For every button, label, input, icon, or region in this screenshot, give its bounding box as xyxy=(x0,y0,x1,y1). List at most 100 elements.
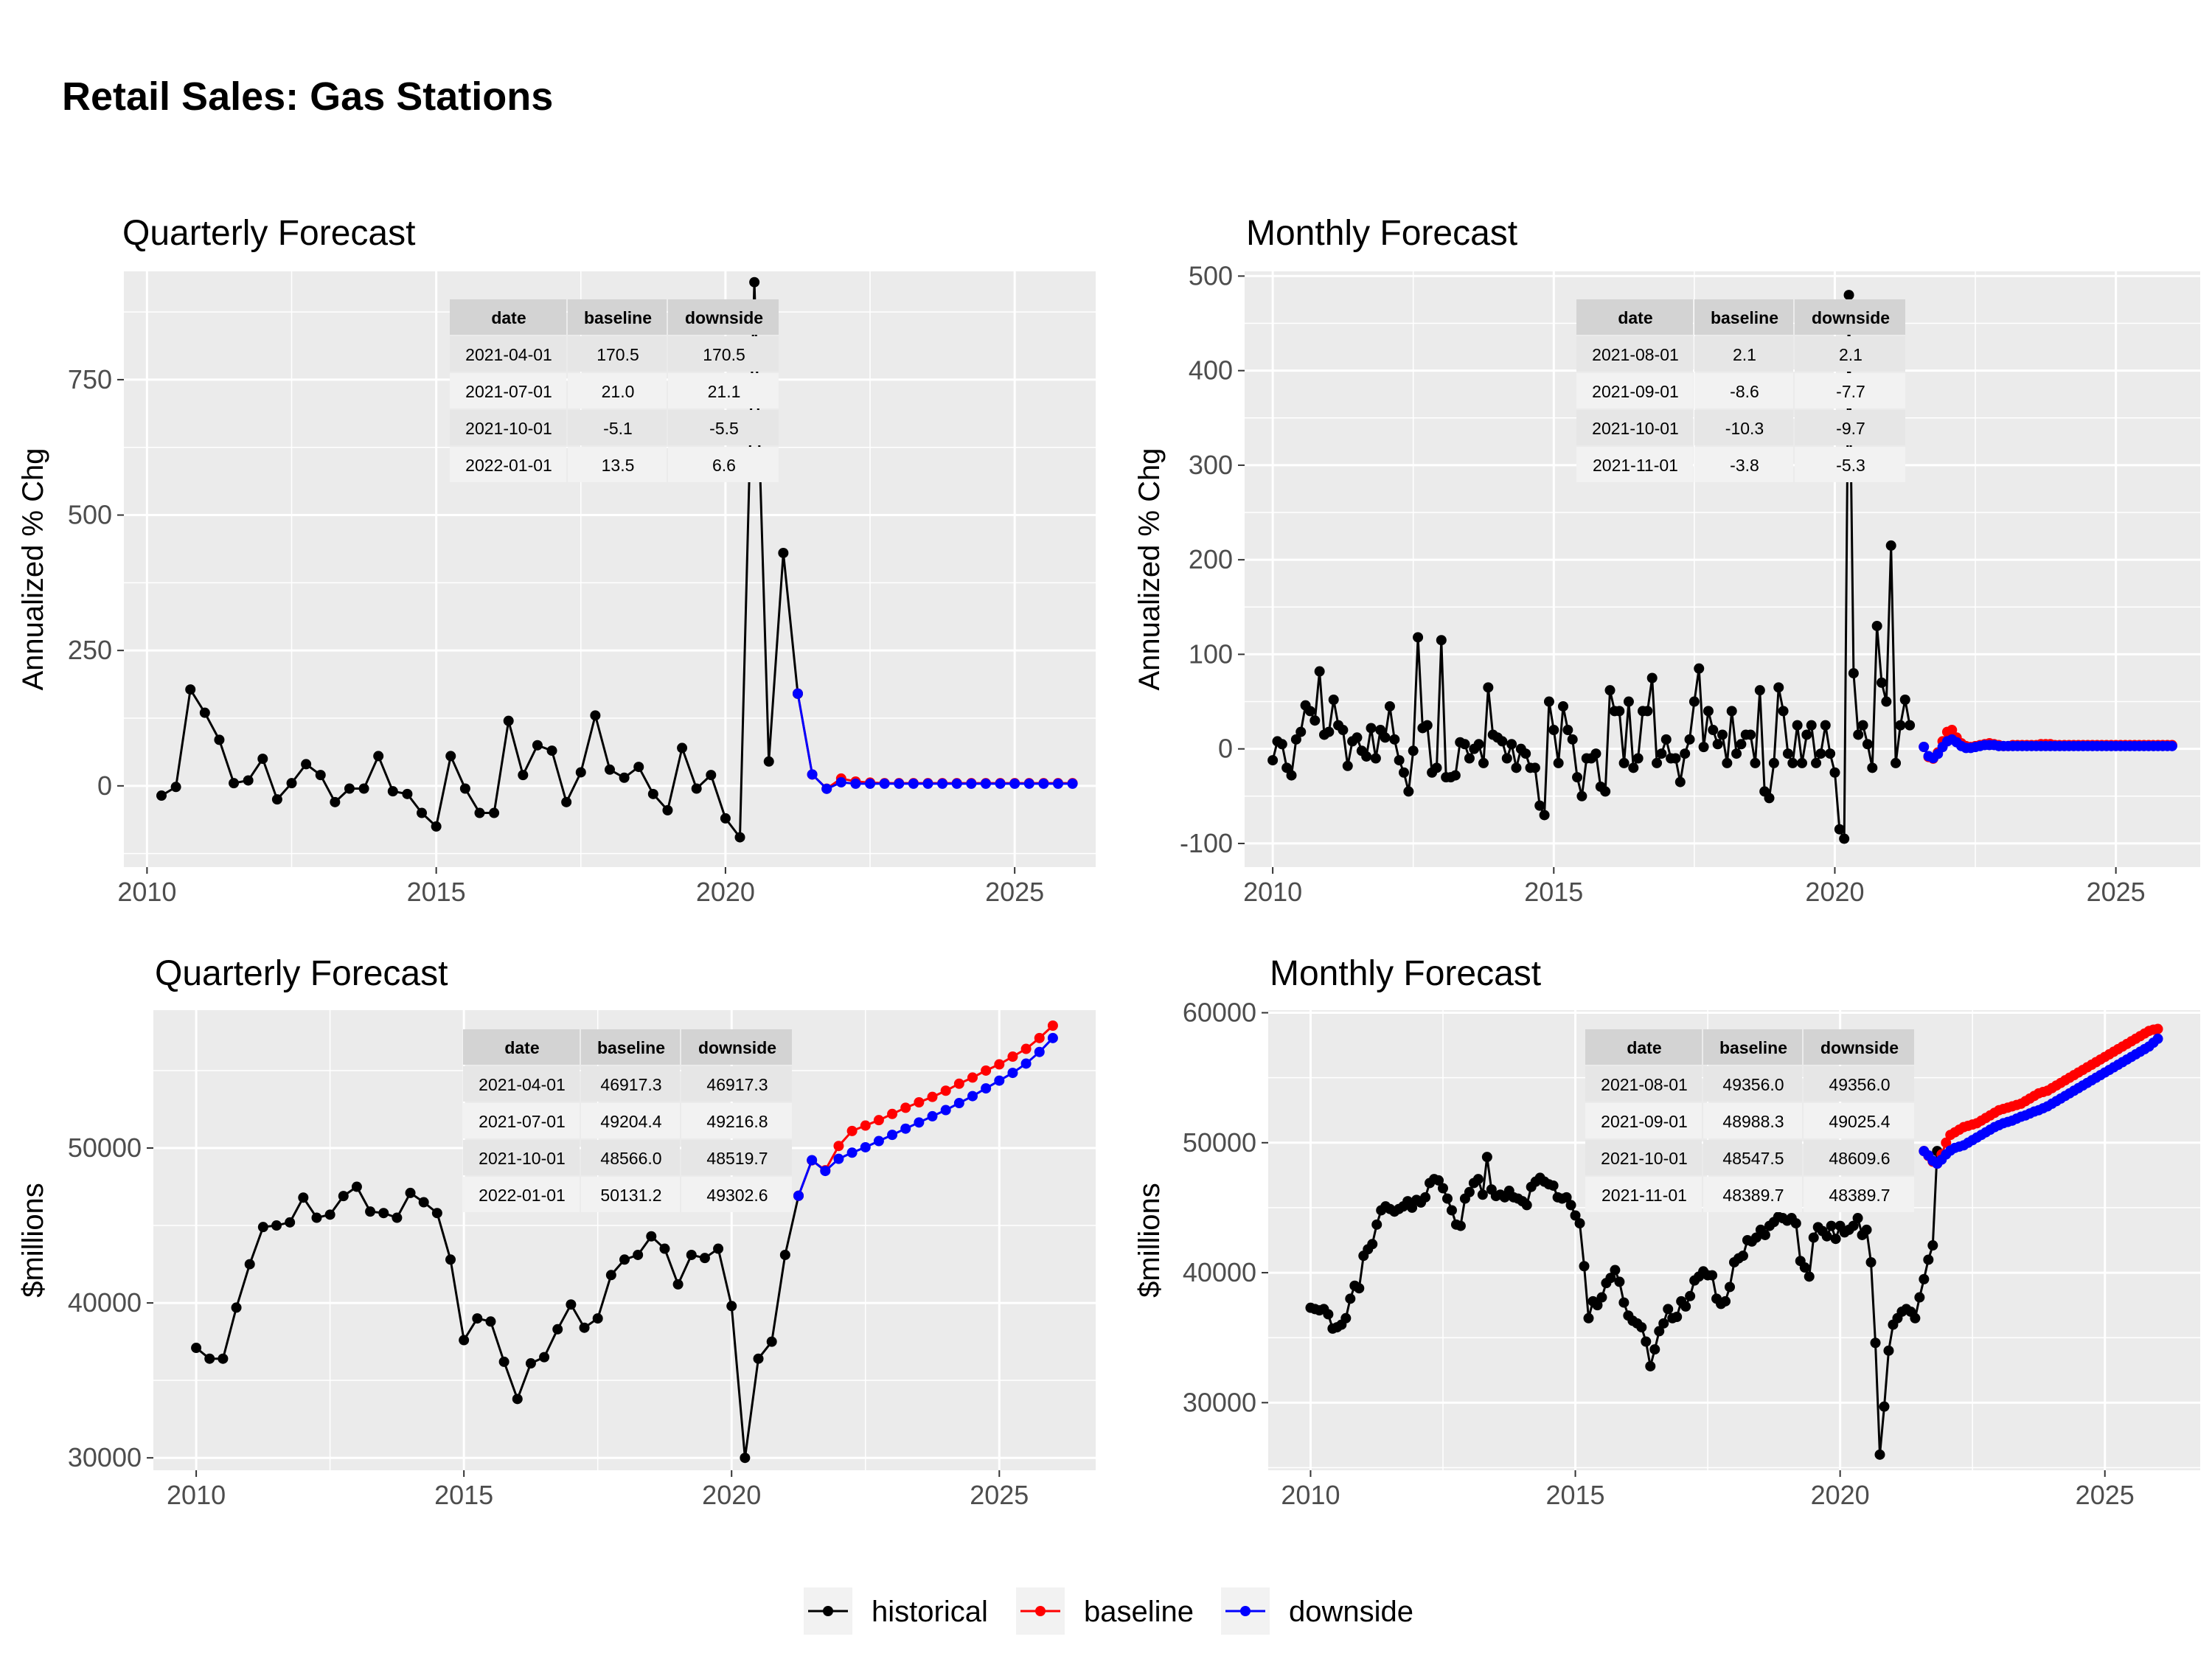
series-point-historical xyxy=(1420,1192,1431,1203)
series-point-historical xyxy=(231,1302,242,1313)
series-point-historical xyxy=(1286,770,1297,781)
series-point-historical xyxy=(1658,1318,1669,1329)
table-header-text: baseline xyxy=(597,1038,665,1057)
series-point-historical xyxy=(1361,751,1372,762)
series-point-historical xyxy=(1455,1220,1466,1231)
series-point-historical xyxy=(1811,757,1822,768)
series-point-historical xyxy=(1927,1240,1938,1251)
series-point-historical xyxy=(1694,663,1705,674)
table-header-text: date xyxy=(1618,308,1652,327)
table-cell xyxy=(1703,1140,1802,1175)
table-cell xyxy=(668,336,779,372)
series-layer xyxy=(191,1020,1058,1464)
series-point-historical xyxy=(1345,1293,1356,1304)
table-cell-text: 2021-04-01 xyxy=(465,345,552,364)
series-point-historical xyxy=(1565,1200,1576,1211)
series-point-historical xyxy=(1553,757,1564,768)
legend-key-point xyxy=(823,1606,833,1616)
series-point-historical xyxy=(191,1343,202,1354)
series-point-historical xyxy=(365,1206,376,1217)
table-cell-text: 2.1 xyxy=(1733,345,1756,364)
series-point-historical xyxy=(662,804,673,815)
table-cell-text: -5.5 xyxy=(709,419,739,438)
series-point-historical xyxy=(1726,706,1737,717)
series-point-historical xyxy=(498,1356,509,1367)
series-point-historical xyxy=(1670,753,1681,764)
y-tick-label: -100 xyxy=(1180,828,1233,858)
forecast-table: date baseline downside 2021-04-01 170.5 170.5… xyxy=(450,299,779,482)
series-point-historical xyxy=(1782,748,1793,759)
x-tick-label: 2015 xyxy=(1524,877,1583,907)
series-point-historical xyxy=(1806,720,1817,731)
series-layer xyxy=(156,276,1078,843)
series-point-historical xyxy=(1579,1261,1590,1272)
table-header-text: date xyxy=(1627,1038,1661,1057)
y-axis-label: $millions xyxy=(17,1183,49,1298)
series-point-historical xyxy=(351,1181,362,1192)
table-cell xyxy=(1576,410,1693,445)
series-point-historical xyxy=(1649,1344,1660,1355)
series-point-historical xyxy=(1684,734,1695,745)
table-cell-text: 170.5 xyxy=(703,345,745,364)
series-point-historical xyxy=(330,796,341,807)
series-point-historical xyxy=(1403,786,1414,797)
table-cell-text: 2022-01-01 xyxy=(465,456,552,475)
series-point-historical xyxy=(1459,739,1470,750)
table-cell xyxy=(668,410,779,445)
y-tick-label: 0 xyxy=(97,771,112,801)
series-point-historical xyxy=(1407,1202,1418,1213)
series-point-historical xyxy=(1352,732,1363,743)
series-point-baseline xyxy=(953,1078,964,1089)
series-point-historical xyxy=(763,756,774,767)
series-point-historical xyxy=(1870,1338,1881,1349)
table-cell-text: -5.3 xyxy=(1836,456,1865,475)
series-point-downside xyxy=(792,688,803,699)
series-point-historical xyxy=(740,1453,751,1464)
table-cell xyxy=(1585,1066,1702,1102)
series-point-downside xyxy=(922,778,933,789)
series-point-historical xyxy=(1520,748,1531,759)
table-header-cell xyxy=(1585,1029,1702,1065)
series-point-historical xyxy=(1848,668,1859,679)
series-point-historical xyxy=(1736,739,1747,750)
table-cell-text: -8.6 xyxy=(1730,382,1759,401)
series-point-baseline xyxy=(900,1102,911,1113)
main-title: Retail Sales: Gas Stations xyxy=(62,74,554,119)
series-point-downside xyxy=(821,783,832,794)
series-point-downside xyxy=(908,778,919,789)
series-point-historical xyxy=(1592,1300,1603,1311)
forecast-table: date baseline downside 2021-08-01 49356.0 493… xyxy=(1585,1029,1914,1212)
series-point-historical xyxy=(734,832,745,843)
series-point-historical xyxy=(1433,1175,1444,1186)
series-point-historical xyxy=(1899,694,1910,705)
table-cell-text: 13.5 xyxy=(602,456,635,475)
series-point-baseline xyxy=(927,1091,938,1102)
series-point-historical xyxy=(546,745,557,757)
series-point-historical xyxy=(1680,1301,1691,1312)
y-tick-label: 200 xyxy=(1189,544,1233,574)
series-point-baseline xyxy=(1947,725,1958,736)
series-point-historical xyxy=(1792,720,1803,731)
legend-key-point xyxy=(1035,1606,1046,1616)
series-point-downside xyxy=(894,778,905,789)
series-point-historical xyxy=(1642,706,1653,717)
table-cell xyxy=(1703,1177,1802,1212)
series-point-historical xyxy=(566,1299,577,1310)
series-point-historical xyxy=(1725,1281,1736,1293)
table-cell xyxy=(681,1177,792,1212)
y-tick-label: 400 xyxy=(1189,355,1233,386)
series-point-baseline xyxy=(860,1120,871,1131)
table-cell-text: 49302.6 xyxy=(706,1186,768,1205)
series-point-historical xyxy=(1394,755,1405,766)
series-point-historical xyxy=(1808,1232,1819,1243)
panel-title: Monthly Forecast xyxy=(1270,954,1541,993)
series-point-downside xyxy=(887,1130,898,1141)
series-point-historical xyxy=(691,783,702,794)
series-point-historical xyxy=(1905,720,1916,731)
legend-label-baseline: baseline xyxy=(1084,1596,1194,1628)
panel-quarterly-level: Quarterly Forecast 2010 2015 2020 2025 30000 4… xyxy=(17,954,1096,1510)
series-point-historical xyxy=(753,1353,764,1364)
series-point-historical xyxy=(1660,734,1672,745)
series-point-historical xyxy=(1865,1256,1877,1267)
